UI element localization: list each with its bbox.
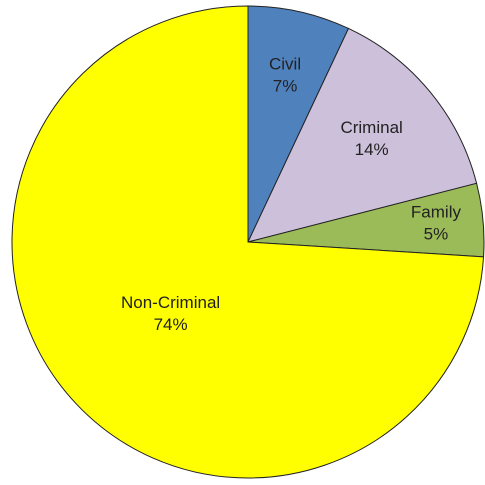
pie-slice [11,5,485,479]
slice-value-label: 74% [154,315,188,334]
slice-label: Non-Criminal [121,293,220,312]
pie-slice [247,27,478,243]
slice-value-label: 5% [424,225,449,244]
pie-slice [247,5,350,243]
slice-label: Civil [269,55,301,74]
slice-label: Criminal [340,118,402,137]
slice-value-label: 14% [355,140,389,159]
slice-label: Family [411,203,462,222]
slice-value-label: 7% [273,77,298,96]
